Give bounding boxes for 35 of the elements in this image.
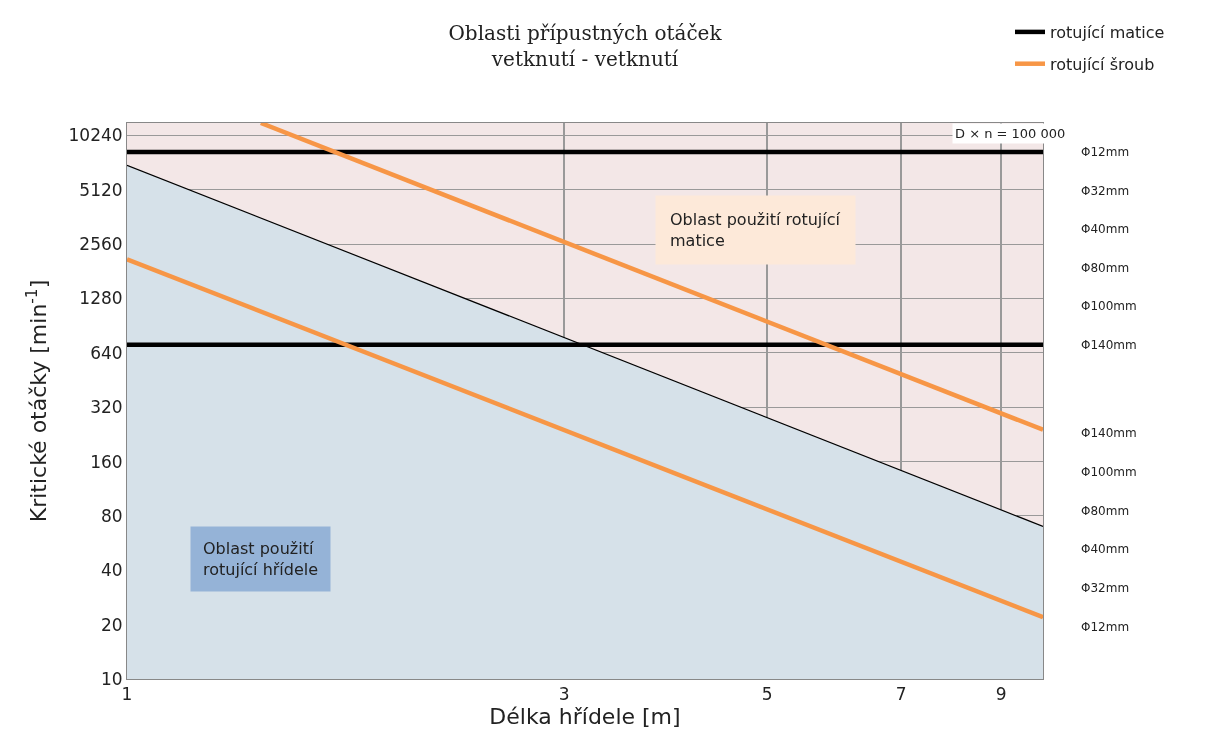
y-tick-label: 80 — [100, 505, 123, 526]
x-tick-label: 5 — [761, 684, 773, 705]
y-tick-label: 1280 — [79, 288, 123, 309]
annotation: D × n = 100 000 — [955, 126, 1066, 141]
text: Φ80mm — [1081, 504, 1130, 518]
legend-label: rotující matice — [1050, 23, 1165, 43]
legend-label: rotující šroub — [1050, 54, 1155, 74]
x-tick-label: 9 — [995, 684, 1007, 705]
x-tick-label: 1 — [121, 684, 133, 705]
y-tick-label: 160 — [90, 451, 123, 472]
text: Φ80mm — [1081, 261, 1130, 275]
text: Φ12mm — [1081, 620, 1130, 634]
annotation: Oblast použití rotující hřídele — [203, 539, 319, 579]
text: Φ40mm — [1081, 222, 1130, 236]
y-tick-label: 5120 — [79, 179, 123, 200]
text: Φ140mm — [1081, 426, 1137, 440]
x-axis-title: Délka hřídele [m] — [489, 704, 681, 730]
y-tick-label: 320 — [90, 397, 123, 418]
text: Φ40mm — [1081, 542, 1130, 556]
text: Φ100mm — [1081, 465, 1137, 479]
text: Φ12mm — [1081, 145, 1130, 159]
y-tick-label: 10240 — [68, 125, 123, 146]
annotation: Oblast použití rotující matice — [670, 210, 841, 250]
chart-title: Oblasti přípustných otáček vetknutí - vetknutí — [448, 21, 723, 71]
y-tick-label: 10 — [100, 668, 123, 689]
y-tick-label: 20 — [100, 614, 123, 635]
text: Φ32mm — [1081, 581, 1130, 595]
x-tick-label: 3 — [558, 684, 570, 705]
y-tick-label: 640 — [90, 342, 123, 363]
text: Φ140mm — [1081, 338, 1137, 352]
x-tick-label: 7 — [895, 684, 907, 705]
y-tick-label: 40 — [100, 560, 123, 581]
y-tick-label: 2560 — [79, 234, 123, 255]
text: Φ100mm — [1081, 299, 1137, 313]
text: Φ32mm — [1081, 184, 1130, 198]
